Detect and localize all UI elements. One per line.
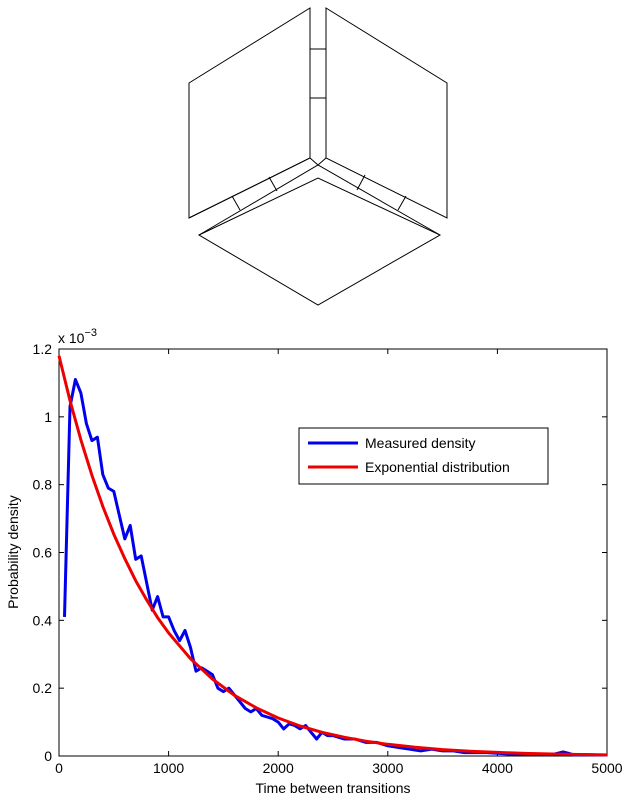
- left-face: [188, 7, 311, 219]
- x-tick-label: 3000: [372, 760, 403, 776]
- y-axis-label: Probability density: [5, 495, 21, 609]
- x-tick-label: 1000: [153, 760, 184, 776]
- x-tick-label: 0: [55, 760, 63, 776]
- channel-divider-left-2: [268, 176, 278, 192]
- bottom-face-inner-outline: [198, 164, 441, 236]
- right-face: [325, 7, 448, 219]
- legend-label-measured: Measured density: [365, 435, 476, 451]
- y-tick-labels: 0 0.2 0.4 0.6 0.8 1 1.2: [33, 341, 53, 764]
- series-exponential-distribution-line: [57, 355, 608, 757]
- x-axis-label: Time between transitions: [255, 780, 410, 796]
- y-tick-label: 0.8: [33, 477, 53, 493]
- legend-box: [298, 427, 549, 485]
- plot-area: [58, 348, 608, 757]
- y-exponent-power: −3: [84, 327, 97, 339]
- x-tick-label: 2000: [263, 760, 294, 776]
- x-tick-labels: 0 1000 2000 3000 4000 5000: [55, 760, 623, 776]
- channel-divider-right-1: [356, 174, 366, 191]
- y-tick-label: 1: [44, 409, 52, 425]
- y-tick-label: 0.4: [33, 612, 53, 628]
- y-tick-label: 0.6: [33, 545, 53, 561]
- box-diagram: [188, 7, 448, 306]
- y-tick-label: 1.2: [33, 341, 53, 357]
- series-layer: [57, 355, 608, 757]
- channel-divider-right-2: [397, 195, 407, 211]
- y-exponent-base: x 10: [58, 330, 85, 346]
- x-tick-label: 5000: [591, 760, 622, 776]
- channel-joint-left: [309, 157, 327, 166]
- left-channel-edge: [188, 8, 311, 219]
- axis-ticks: [58, 348, 608, 757]
- y-tick-label: 0.2: [33, 680, 53, 696]
- legend: Measured density Exponential distributio…: [298, 427, 549, 485]
- legend-label-exponential: Exponential distribution: [365, 459, 510, 475]
- channel-divider-left-1: [231, 195, 241, 211]
- x-tick-label: 4000: [482, 760, 513, 776]
- y-tick-label: 0: [44, 748, 52, 764]
- y-exponent-label: x 10−3: [58, 327, 97, 346]
